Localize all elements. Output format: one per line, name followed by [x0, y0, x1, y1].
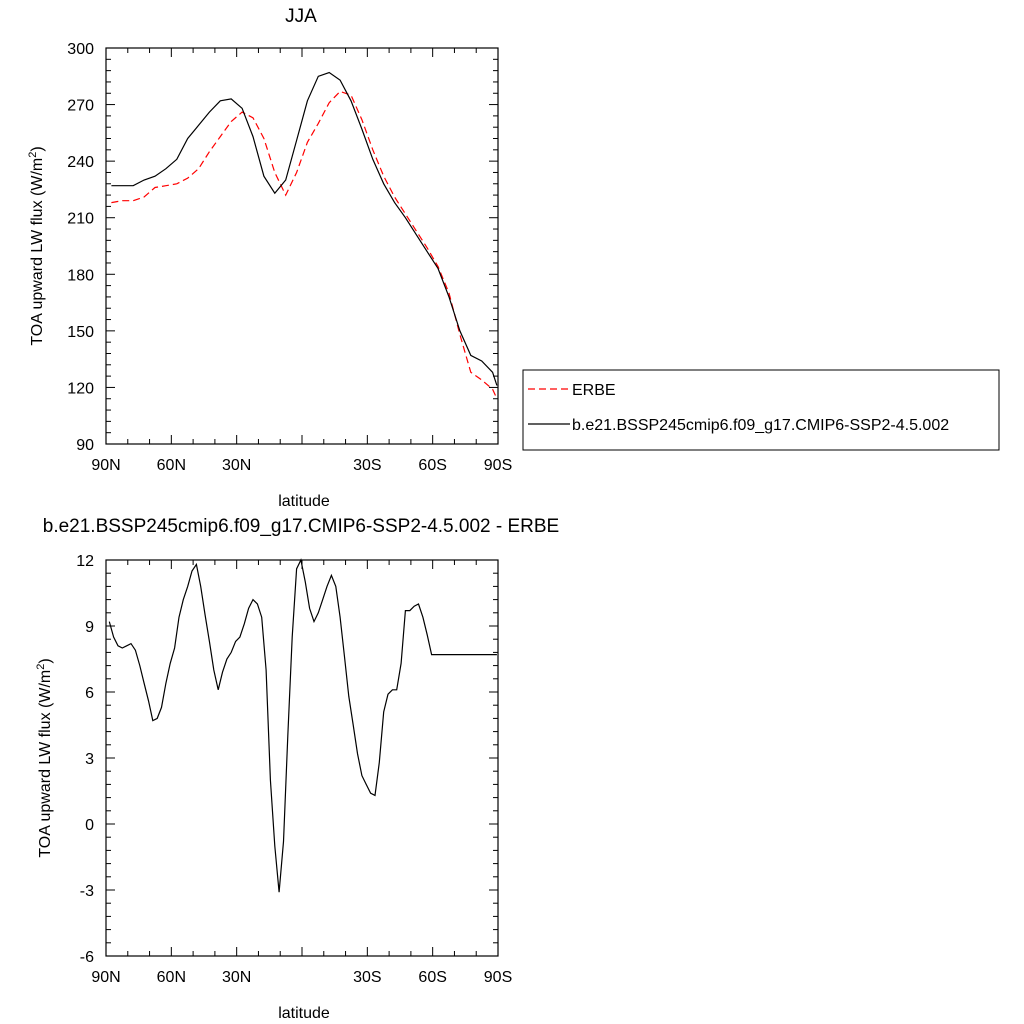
- top-y-tick-label: 90: [76, 437, 94, 454]
- top-y-axis-label: TOA upward LW flux (W/m2): [27, 146, 46, 345]
- top-x-tick-label: 30N: [222, 457, 251, 474]
- bottom-panel: b.e21.BSSP245cmip6.f09_g17.CMIP6-SSP2-4.…: [35, 516, 559, 1022]
- bottom-y-axis-label: TOA upward LW flux (W/m2): [35, 658, 54, 857]
- bottom-y-tick-label: 0: [85, 817, 94, 834]
- bottom-y-tick-label: 6: [85, 685, 94, 702]
- top-x-axis-label: latitude: [278, 493, 330, 510]
- top-y-tick-label: 240: [67, 154, 94, 171]
- bottom-y-tick-label: -3: [80, 883, 94, 900]
- top-y-tick-label: 270: [67, 98, 94, 115]
- bottom-x-axis-label: latitude: [278, 1005, 330, 1022]
- top-y-tick-label: 300: [67, 41, 94, 58]
- top-y-tick-label: 120: [67, 380, 94, 397]
- bottom-x-tick-label: 90N: [91, 969, 120, 986]
- bottom-y-tick-label: 12: [76, 553, 94, 570]
- bottom-y-tick-label: 3: [85, 751, 94, 768]
- top-y-tick-label: 180: [67, 267, 94, 284]
- legend: ERBE b.e21.BSSP245cmip6.f09_g17.CMIP6-SS…: [522, 369, 1000, 451]
- legend-label-model: b.e21.BSSP245cmip6.f09_g17.CMIP6-SSP2-4.…: [572, 417, 949, 434]
- bottom-y-tick-label: 9: [85, 619, 94, 636]
- legend-box: [522, 369, 1000, 451]
- bottom-x-tick-label: 90S: [484, 969, 512, 986]
- top-series-0-line: [111, 90, 498, 399]
- top-y-tick-label: 210: [67, 211, 94, 228]
- bottom-x-tick-label: 60N: [157, 969, 186, 986]
- top-x-tick-label: 90S: [484, 457, 512, 474]
- top-x-tick-label: 30S: [353, 457, 381, 474]
- top-x-tick-label: 90N: [91, 457, 120, 474]
- top-series-1-line: [111, 71, 498, 386]
- top-x-tick-label: 60S: [418, 457, 446, 474]
- top-x-tick-label: 60N: [157, 457, 186, 474]
- bottom-x-tick-label: 30N: [222, 969, 251, 986]
- top-panel: JJA 90N 60N 30N 30S 60S 90S 90 120 150 180 210 240 2…: [27, 6, 512, 510]
- top-y-tick-label: 150: [67, 324, 94, 341]
- legend-label-erbe: ERBE: [572, 382, 616, 399]
- top-plot-frame: [105, 47, 499, 445]
- bottom-chart-title: b.e21.BSSP245cmip6.f09_g17.CMIP6-SSP2-4.…: [43, 516, 559, 537]
- bottom-y-tick-label: -6: [80, 949, 94, 966]
- bottom-plot-frame: [105, 559, 499, 957]
- top-chart-title: JJA: [285, 6, 317, 27]
- bottom-series-0-line: [108, 558, 497, 893]
- bottom-x-tick-label: 30S: [353, 969, 381, 986]
- bottom-x-tick-label: 60S: [418, 969, 446, 986]
